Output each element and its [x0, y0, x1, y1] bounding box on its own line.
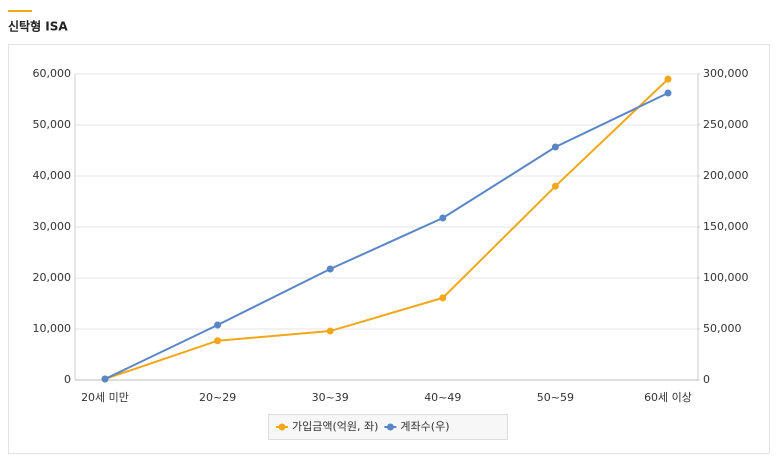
y-tick-label: 0: [64, 373, 71, 386]
y2-tick-label: 150,000: [703, 220, 749, 233]
y-tick-label: 10,000: [33, 322, 72, 335]
data-point: [664, 75, 672, 83]
y2-tick-label: 250,000: [703, 118, 749, 131]
x-tick-label: 50~59: [537, 391, 574, 404]
y-tick-label: 50,000: [33, 118, 72, 131]
data-point: [214, 337, 222, 345]
series-line: [104, 92, 669, 380]
y-tick-label: 60,000: [33, 67, 72, 80]
x-tick-label: 30~39: [312, 391, 349, 404]
data-point: [439, 294, 447, 302]
x-tick-label: 40~49: [424, 391, 461, 404]
y-tick-label: 20,000: [33, 271, 72, 284]
legend-swatch: [278, 423, 286, 431]
y-tick-label: 30,000: [33, 220, 72, 233]
data-point: [101, 375, 109, 383]
data-point: [551, 143, 559, 151]
legend-label: 계좌수(우): [400, 420, 449, 433]
legend-swatch: [386, 423, 394, 431]
data-point: [551, 182, 559, 190]
chart-title: 신탁형 ISA: [8, 19, 68, 34]
legend-label: 가입금액(억원, 좌): [292, 420, 378, 433]
y2-tick-label: 0: [703, 373, 710, 386]
data-point: [326, 327, 334, 335]
x-tick-label: 60세 이상: [644, 391, 692, 404]
data-point: [439, 214, 447, 222]
title-accent: [8, 10, 32, 12]
x-tick-label: 20~29: [199, 391, 236, 404]
series-line: [104, 78, 669, 380]
data-point: [326, 265, 334, 273]
y2-tick-label: 100,000: [703, 271, 749, 284]
y2-tick-label: 200,000: [703, 169, 749, 182]
x-tick-label: 20세 미만: [81, 391, 129, 404]
y2-tick-label: 300,000: [703, 67, 749, 80]
data-point: [214, 321, 222, 329]
chart-frame: [8, 44, 770, 454]
data-point: [664, 89, 672, 97]
y-tick-label: 40,000: [33, 169, 72, 182]
y2-tick-label: 50,000: [703, 322, 742, 335]
